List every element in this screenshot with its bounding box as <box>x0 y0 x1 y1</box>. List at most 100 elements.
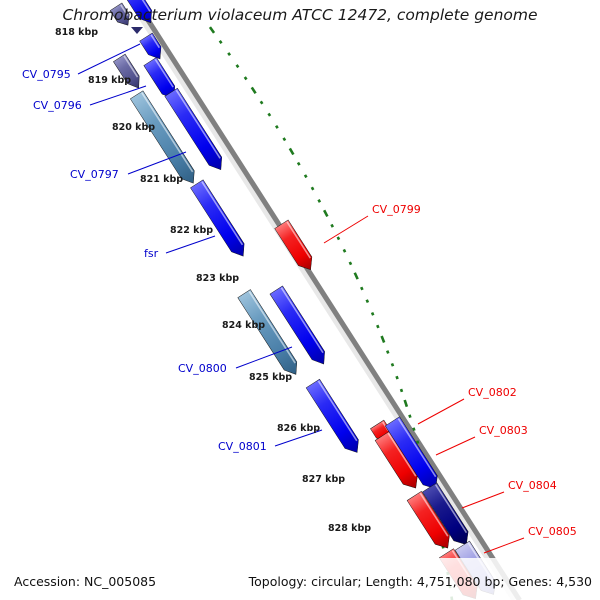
gene-bevel-highlight <box>154 58 174 88</box>
tick-label: 826 kbp <box>277 423 320 434</box>
gene-label-cv_0800[interactable]: CV_0800 <box>178 362 227 375</box>
gene-body[interactable] <box>384 416 443 494</box>
gene-bevel-highlight <box>286 221 311 259</box>
gene-arrow[interactable] <box>190 179 249 260</box>
gene-bevel-highlight <box>141 92 194 173</box>
tick-dash <box>274 124 279 129</box>
gene-bevel-highlight <box>434 484 468 534</box>
gene-arrow[interactable] <box>164 87 227 174</box>
tick-dash <box>365 299 370 304</box>
tick-dash <box>323 209 329 218</box>
gene-body[interactable] <box>130 90 199 187</box>
gene-arrow[interactable] <box>406 491 455 552</box>
gene-arrow[interactable] <box>109 2 134 29</box>
gene-arrow[interactable] <box>274 219 318 274</box>
tick-dash <box>408 414 412 419</box>
gene-arrows[interactable] <box>109 0 501 600</box>
gene-arrow[interactable] <box>237 289 302 379</box>
gene-arrow[interactable] <box>113 53 144 92</box>
tick-label: 827 kbp <box>302 474 345 485</box>
gene-body[interactable] <box>113 53 144 92</box>
leader-line <box>417 398 465 425</box>
leader-line <box>77 43 141 75</box>
footer: Accession: NC_005085 Topology: circular;… <box>0 558 600 600</box>
gene-bevel-highlight <box>419 492 449 537</box>
gene-bevel-highlight <box>387 432 417 477</box>
tick-dash <box>250 86 257 95</box>
gene-body[interactable] <box>109 2 134 29</box>
gene-label-cv_0803[interactable]: CV_0803 <box>479 424 528 437</box>
tick-dash <box>235 64 240 69</box>
gene-label-cv_0804[interactable]: CV_0804 <box>508 479 557 492</box>
tick-dash <box>310 186 315 191</box>
tick-dash <box>317 198 322 203</box>
tick-dash <box>227 52 232 57</box>
tick-label: 819 kbp <box>88 75 131 86</box>
gene-bevel-highlight <box>133 0 151 12</box>
gene-label-cv_0805[interactable]: CV_0805 <box>528 525 577 538</box>
gene-label-cv_0801[interactable]: CV_0801 <box>218 440 267 453</box>
gene-body[interactable] <box>406 491 455 552</box>
tick-label: 828 kbp <box>328 523 371 534</box>
tick-dash <box>259 100 264 105</box>
tick-dash <box>267 112 272 117</box>
gene-arrow[interactable] <box>422 482 473 549</box>
backbone-shadow <box>138 0 526 600</box>
leader-line <box>127 151 187 175</box>
gene-body[interactable] <box>164 87 227 174</box>
backbone-line <box>132 0 523 600</box>
gene-bevel-highlight <box>280 287 324 354</box>
gene-arrow[interactable] <box>139 32 167 63</box>
leader-line <box>435 436 476 456</box>
gene-bevel-highlight <box>150 34 160 49</box>
backbone-highlight <box>126 0 517 600</box>
tick-dash <box>282 137 287 142</box>
gene-bevel-highlight <box>120 4 129 16</box>
tick-dash <box>395 375 399 380</box>
gene-body[interactable] <box>274 219 318 274</box>
label-leader-lines <box>77 43 525 554</box>
gene-arrow[interactable] <box>384 416 443 494</box>
gene-body[interactable] <box>269 285 330 368</box>
tick-dash <box>243 76 248 81</box>
gene-body[interactable] <box>139 32 167 63</box>
gene-label-cv_0796[interactable]: CV_0796 <box>33 99 82 112</box>
gene-body[interactable] <box>237 289 302 379</box>
gene-arrow[interactable] <box>269 285 330 368</box>
tick-dash <box>376 324 380 329</box>
tick-dash <box>360 286 364 291</box>
gene-label-cv_0802[interactable]: CV_0802 <box>468 386 517 399</box>
tick-dash <box>416 440 420 444</box>
tick-dash <box>370 311 375 316</box>
tick-dash <box>380 335 386 343</box>
gene-body[interactable] <box>190 179 249 260</box>
gene-label-cv_0797[interactable]: CV_0797 <box>70 168 119 181</box>
gene-body[interactable] <box>122 0 157 27</box>
tick-dash <box>218 40 223 44</box>
gene-body[interactable] <box>305 378 364 457</box>
tick-label: 825 kbp <box>249 372 292 383</box>
page-title: Chromobacterium violaceum ATCC 12472, co… <box>62 6 537 24</box>
leader-line <box>323 215 369 244</box>
gene-bevel-highlight <box>317 380 358 442</box>
genome-backbone <box>126 0 526 600</box>
tick-dash <box>386 350 390 354</box>
leader-line <box>165 235 216 254</box>
tick-dash <box>412 427 416 431</box>
gene-label-cv_0799[interactable]: CV_0799 <box>372 203 421 216</box>
gene-label-cv_0795[interactable]: CV_0795 <box>22 68 71 81</box>
leader-line <box>235 346 293 369</box>
gene-arrow[interactable] <box>122 0 157 27</box>
gene-arrow[interactable] <box>305 378 364 457</box>
gene-body[interactable] <box>422 482 473 549</box>
gene-bevel-highlight <box>175 89 221 159</box>
gene-arrow[interactable] <box>130 90 199 187</box>
accession-label: Accession: NC_005085 <box>14 574 157 589</box>
tick-dash <box>303 174 308 179</box>
gene-label-fsr[interactable]: fsr <box>144 247 159 260</box>
tick-dash <box>336 236 341 241</box>
gene-bevel-highlight <box>123 55 139 78</box>
tick-label: 823 kbp <box>196 273 239 284</box>
